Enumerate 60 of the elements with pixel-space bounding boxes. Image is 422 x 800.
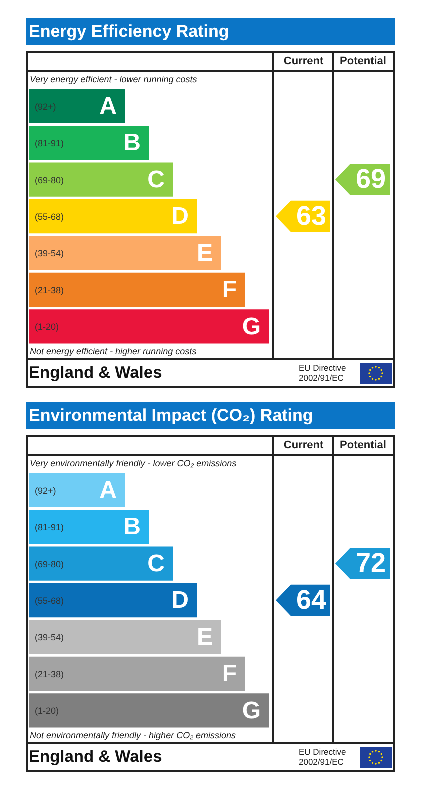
bar [29, 162, 173, 197]
bar [29, 546, 173, 581]
category-label: (21-38) [35, 285, 64, 296]
text: Very environmentally friendly - lower CO₂ emissions [30, 458, 238, 468]
category-label: (39-54) [35, 632, 64, 643]
bar [29, 310, 269, 344]
bar [29, 656, 245, 691]
bar [29, 236, 221, 270]
bar [29, 89, 125, 124]
bar [29, 694, 269, 728]
text: EU Directive 2002/91/EC [299, 747, 348, 767]
category-label: (81-91) [35, 522, 64, 533]
data-label: 72 [356, 548, 386, 578]
annotation: D [172, 587, 189, 614]
chart-title: Energy Efficiency Rating [26, 18, 395, 45]
bar [29, 473, 125, 508]
category-label: (21-38) [35, 669, 64, 680]
annotation: G [242, 313, 261, 340]
x-tick-label: Potential [340, 55, 386, 68]
data-label: 64 [296, 584, 326, 615]
text: England & Wales [29, 747, 162, 768]
annotation: A [100, 476, 117, 504]
category-label: (92+) [35, 102, 56, 112]
annotation: D [172, 203, 189, 230]
annotation: C [148, 550, 165, 578]
category-label: (1-20) [35, 706, 60, 716]
category-label: (55-68) [35, 212, 64, 222]
x-tick-label: Current [284, 55, 324, 68]
annotation: B [124, 130, 141, 157]
data-label: 63 [296, 200, 326, 231]
annotation: E [196, 240, 213, 267]
category-label: (1-20) [35, 322, 60, 332]
data-label: 69 [356, 164, 386, 194]
bar [29, 583, 197, 618]
text: England & Wales [29, 363, 162, 384]
text: EU Directive 2002/91/EC [299, 363, 348, 383]
category-label: (92+) [35, 486, 56, 496]
text: Not energy efficient - higher running costs [30, 346, 198, 356]
category-label: (39-54) [35, 248, 64, 259]
annotation: C [148, 166, 165, 194]
text: Very energy efficient - lower running costs [30, 74, 198, 84]
chart-title: Environmental Impact (CO₂) Rating [26, 402, 395, 429]
annotation: G [242, 697, 261, 724]
annotation: F [222, 276, 237, 304]
annotation: B [124, 514, 141, 541]
text: Not environmentally friendly - higher CO₂ emissions [30, 730, 237, 740]
x-tick-label: Potential [340, 439, 386, 452]
category-label: (55-68) [35, 596, 64, 606]
annotation: E [196, 624, 213, 651]
category-label: (69-80) [35, 175, 64, 186]
bar [29, 199, 197, 234]
bar [29, 510, 149, 544]
bar [29, 126, 149, 160]
annotation: F [222, 660, 237, 688]
category-label: (69-80) [35, 559, 64, 570]
category-label: (81-91) [35, 138, 64, 149]
bar [29, 272, 245, 307]
x-tick-label: Current [284, 439, 324, 452]
annotation: A [100, 92, 117, 120]
bar [29, 620, 221, 654]
